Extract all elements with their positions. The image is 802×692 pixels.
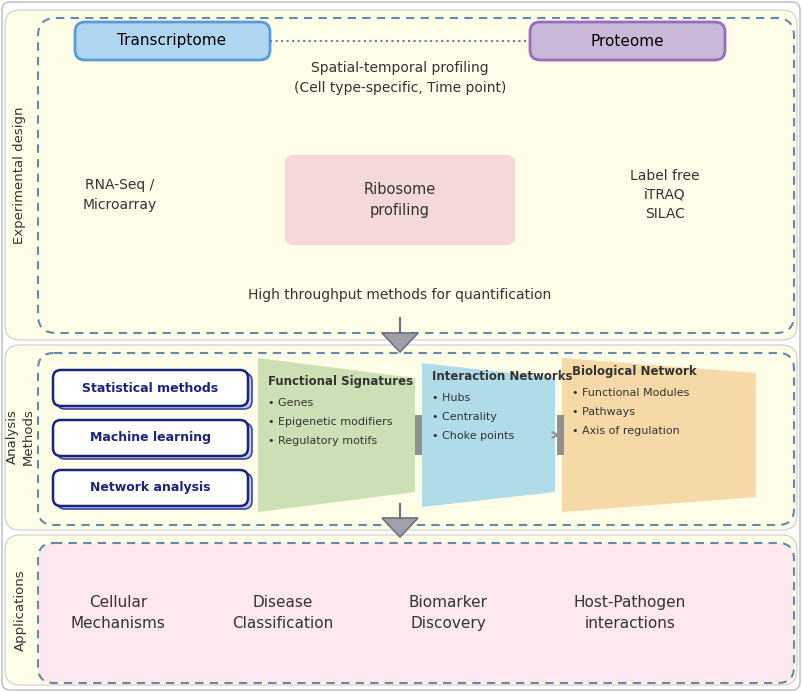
FancyBboxPatch shape [285,155,515,245]
Text: Biological Network: Biological Network [572,365,697,378]
FancyBboxPatch shape [530,22,725,60]
Text: • Functional Modules: • Functional Modules [572,388,690,398]
FancyBboxPatch shape [57,473,252,509]
FancyBboxPatch shape [5,345,797,530]
Text: Label free
iTRAQ
SILAC: Label free iTRAQ SILAC [630,168,700,221]
Text: RNA-Seq /
Microarray: RNA-Seq / Microarray [83,179,157,212]
Text: Cellular
Mechanisms: Cellular Mechanisms [71,595,165,631]
Text: Host-Pathogen
interactions: Host-Pathogen interactions [574,595,687,631]
Text: • Genes: • Genes [268,398,314,408]
FancyBboxPatch shape [75,22,270,60]
FancyBboxPatch shape [53,370,248,406]
Text: High throughput methods for quantification: High throughput methods for quantificati… [249,288,552,302]
Text: Functional Signatures: Functional Signatures [268,375,413,388]
Text: • Pathways: • Pathways [572,407,635,417]
Text: Ribosome
profiling: Ribosome profiling [364,182,436,218]
Text: Disease
Classification: Disease Classification [233,595,334,631]
Text: Applications: Applications [14,570,26,650]
Text: • Epigenetic modifiers: • Epigenetic modifiers [268,417,392,427]
Text: Transcriptome: Transcriptome [117,33,226,48]
Text: Proteome: Proteome [590,33,664,48]
Text: Analysis
Methods: Analysis Methods [6,408,34,466]
Text: Biomarker
Discovery: Biomarker Discovery [408,595,488,631]
Text: Statistical methods: Statistical methods [82,381,218,394]
Text: • Axis of regulation: • Axis of regulation [572,426,680,436]
Text: • Centrality: • Centrality [432,412,497,422]
Text: Machine learning: Machine learning [90,432,210,444]
Bar [415,415,422,455]
Text: Network analysis: Network analysis [90,482,210,495]
Polygon shape [422,363,555,507]
Polygon shape [258,358,415,512]
Text: Experimental design: Experimental design [14,107,26,244]
Polygon shape [382,333,418,352]
FancyBboxPatch shape [38,18,794,333]
Polygon shape [562,358,756,512]
FancyBboxPatch shape [57,373,252,409]
FancyBboxPatch shape [38,353,794,525]
FancyBboxPatch shape [5,10,797,340]
FancyBboxPatch shape [5,535,797,685]
Text: • Regulatory motifs: • Regulatory motifs [268,436,377,446]
FancyBboxPatch shape [53,420,248,456]
Text: • Hubs: • Hubs [432,393,470,403]
FancyBboxPatch shape [38,543,794,683]
Polygon shape [382,518,418,537]
Bar [557,415,564,455]
Text: Spatial-temporal profiling
(Cell type-specific, Time point): Spatial-temporal profiling (Cell type-sp… [294,62,506,95]
Text: Interaction Networks: Interaction Networks [432,370,573,383]
Text: • Choke points: • Choke points [432,431,514,441]
FancyBboxPatch shape [53,470,248,506]
FancyBboxPatch shape [57,423,252,459]
